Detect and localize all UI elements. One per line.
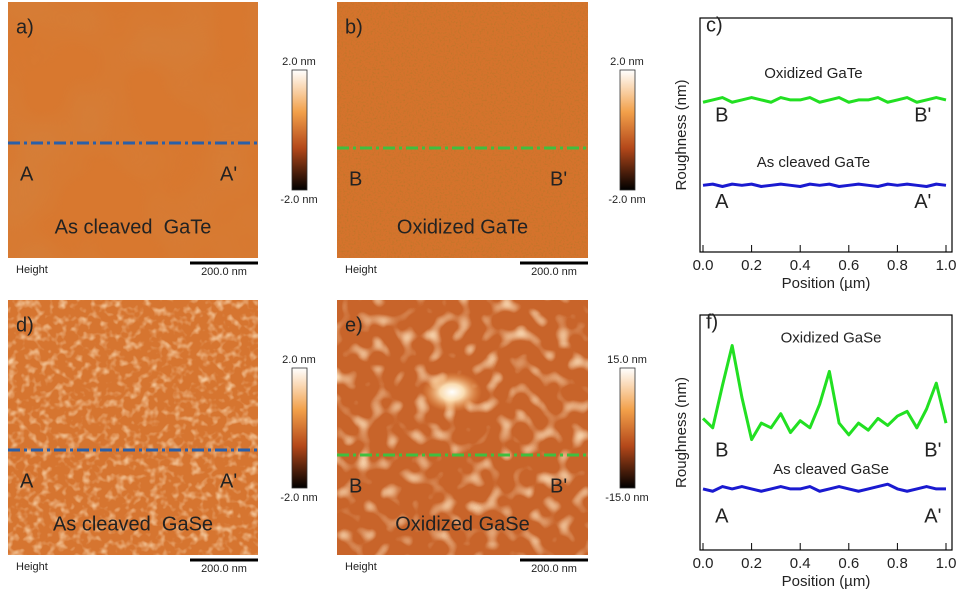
- profile-line: [703, 184, 946, 186]
- colorbar: [620, 368, 635, 488]
- series-label: Oxidized GaTe: [764, 65, 862, 82]
- colorbar-min: -15.0 nm: [605, 492, 648, 504]
- x-tick-label: 0.6: [838, 555, 859, 572]
- height-label: Height: [345, 561, 377, 573]
- marker: A: [20, 163, 34, 185]
- colorbar-min: -2.0 nm: [608, 194, 645, 206]
- profile-line: [703, 484, 946, 491]
- annotation: A': [914, 191, 931, 213]
- scale-bar-label: 200.0 nm: [201, 266, 247, 278]
- panel-label: c): [706, 14, 723, 36]
- scale-bar-label: 200.0 nm: [201, 563, 247, 575]
- colorbar: [292, 368, 307, 488]
- x-tick-label: 0.6: [838, 257, 859, 274]
- colorbar: [292, 70, 307, 190]
- marker: B: [349, 168, 362, 190]
- caption: Oxidized GaSe: [395, 513, 530, 535]
- height-label: Height: [16, 264, 48, 276]
- marker: A': [220, 163, 237, 185]
- panel-label: e): [345, 314, 363, 336]
- profile-line: [703, 346, 946, 440]
- marker: B: [349, 475, 362, 497]
- annotation: B: [715, 440, 728, 462]
- caption: As cleaved GaSe: [53, 513, 213, 535]
- panel-label: b): [345, 16, 363, 38]
- x-tick-label: 0.2: [741, 555, 762, 572]
- annotation: B': [924, 440, 941, 462]
- colorbar-max: 2.0 nm: [282, 56, 316, 68]
- annotation: B: [715, 105, 728, 127]
- x-tick-label: 0.0: [693, 257, 714, 274]
- annotation: A: [715, 505, 729, 527]
- colorbar-max: 2.0 nm: [610, 56, 644, 68]
- bright-spot: [422, 372, 482, 412]
- y-axis-label: Roughness (nm): [673, 80, 690, 191]
- series-label: As cleaved GaSe: [773, 461, 889, 478]
- annotation: A: [715, 191, 729, 213]
- annotation: A': [924, 505, 941, 527]
- colorbar-max: 2.0 nm: [282, 354, 316, 366]
- colorbar-min: -2.0 nm: [280, 492, 317, 504]
- profile-line: [703, 98, 946, 103]
- x-tick-label: 0.8: [887, 257, 908, 274]
- height-label: Height: [16, 561, 48, 573]
- scale-bar-label: 200.0 nm: [531, 266, 577, 278]
- x-tick-label: 0.4: [790, 257, 811, 274]
- x-tick-label: 0.2: [741, 257, 762, 274]
- scale-bar-label: 200.0 nm: [531, 563, 577, 575]
- figure: a) A A' As cleaved GaTe Height 200.0 nm 2.0 nm…: [0, 0, 964, 593]
- caption: Oxidized GaTe: [397, 216, 528, 238]
- colorbar-min: -2.0 nm: [280, 194, 317, 206]
- panel-label: d): [16, 314, 34, 336]
- marker: B': [550, 475, 567, 497]
- x-axis-label: Position (µm): [782, 573, 871, 590]
- marker: B': [550, 168, 567, 190]
- caption: As cleaved GaTe: [55, 216, 212, 238]
- plot-frame: [700, 315, 952, 550]
- series-label: As cleaved GaTe: [757, 154, 870, 171]
- x-axis-label: Position (µm): [782, 275, 871, 292]
- height-label: Height: [345, 264, 377, 276]
- series-label: Oxidized GaSe: [781, 329, 882, 346]
- x-tick-label: 1.0: [936, 257, 957, 274]
- marker: A': [220, 470, 237, 492]
- panel-label: a): [16, 16, 34, 38]
- panel-label: f): [706, 311, 718, 333]
- plot-frame: [700, 18, 952, 252]
- x-tick-label: 0.0: [693, 555, 714, 572]
- x-tick-label: 0.8: [887, 555, 908, 572]
- marker: A: [20, 470, 34, 492]
- colorbar-max: 15.0 nm: [607, 354, 647, 366]
- x-tick-label: 1.0: [936, 555, 957, 572]
- x-tick-label: 0.4: [790, 555, 811, 572]
- annotation: B': [914, 105, 931, 127]
- y-axis-label: Roughness (nm): [673, 377, 690, 488]
- colorbar: [620, 70, 635, 190]
